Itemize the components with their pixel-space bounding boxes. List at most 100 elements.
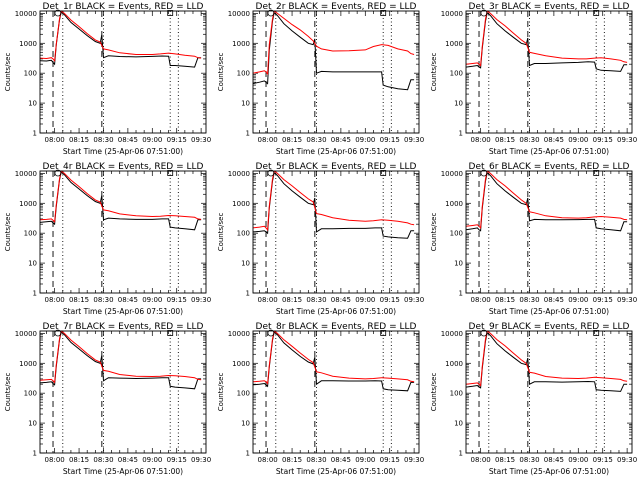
- y-tick-label: 10000: [15, 170, 37, 178]
- lld-series-line: [253, 331, 415, 385]
- y-tick-label: 1000: [232, 360, 250, 368]
- circle-marker: [480, 9, 488, 17]
- square-marker: [593, 330, 600, 336]
- x-tick-label: 08:15: [495, 296, 515, 304]
- x-tick-label: 09:00: [142, 456, 162, 464]
- y-tick-label: 1: [246, 290, 250, 298]
- series-group: [40, 331, 202, 390]
- square-marker: [380, 330, 387, 336]
- events-series-line: [466, 171, 628, 232]
- x-axis-label: Start Time (25-Apr-06 07:51:00): [489, 147, 609, 156]
- events-series-line: [40, 11, 202, 68]
- x-tick-label: 09:00: [142, 296, 162, 304]
- y-tick-label: 100: [450, 390, 463, 398]
- events-series-line: [40, 171, 202, 231]
- x-tick-label: 08:30: [306, 456, 326, 464]
- y-tick-label: 100: [24, 390, 37, 398]
- chart-title: Det_9r BLACK = Events, RED = LLD: [469, 322, 630, 332]
- y-tick-label: 1: [246, 130, 250, 138]
- chart-panel: Det_7r BLACK = Events, RED = LLD Counts/s…: [0, 320, 213, 480]
- x-tick-label: 09:15: [167, 296, 187, 304]
- chart-svg: Det_8r BLACK = Events, RED = LLD Counts/s…: [217, 322, 424, 476]
- y-axis-label: Counts/sec: [4, 373, 12, 412]
- x-tick-label: 08:45: [331, 136, 351, 144]
- chart-panel: Det_3r BLACK = Events, RED = LLD Counts/s…: [426, 0, 639, 160]
- lld-series-line: [466, 11, 628, 67]
- x-tick-label: 08:15: [69, 296, 89, 304]
- x-tick-label: 08:00: [45, 136, 65, 144]
- y-tick-label: 10: [454, 100, 463, 108]
- events-series-line: [40, 331, 202, 390]
- x-tick-label: 08:45: [544, 136, 564, 144]
- chart-title: Det_3r BLACK = Events, RED = LLD: [469, 2, 630, 12]
- square-marker: [380, 170, 387, 176]
- x-tick-label: 08:15: [69, 456, 89, 464]
- x-tick-label: 09:15: [593, 136, 613, 144]
- x-tick-label: 08:30: [306, 296, 326, 304]
- chart-svg: Det_4r BLACK = Events, RED = LLD Counts/s…: [4, 162, 211, 316]
- y-tick-label: 10000: [15, 330, 37, 338]
- square-marker: [167, 330, 174, 336]
- plot-frame: [39, 10, 207, 134]
- x-axis-label: Start Time (25-Apr-06 07:51:00): [63, 307, 183, 316]
- chart-svg: Det_6r BLACK = Events, RED = LLD Counts/s…: [430, 162, 637, 316]
- y-tick-label: 1: [33, 130, 37, 138]
- x-axis-label: Start Time (25-Apr-06 07:51:00): [489, 467, 609, 476]
- y-tick-label: 100: [237, 390, 250, 398]
- plot-frame: [465, 170, 633, 294]
- x-tick-label: 08:15: [495, 136, 515, 144]
- x-tick-label: 09:00: [355, 136, 375, 144]
- x-tick-label: 08:30: [93, 456, 113, 464]
- circle-marker: [480, 169, 488, 177]
- plot-frame: [39, 170, 207, 294]
- y-tick-label: 1: [459, 290, 463, 298]
- x-tick-label: 08:00: [258, 136, 278, 144]
- series-group: [466, 331, 628, 392]
- circle-marker: [54, 169, 62, 177]
- x-tick-label: 08:00: [45, 296, 65, 304]
- x-tick-label: 08:30: [519, 456, 539, 464]
- plot-frame: [252, 170, 420, 294]
- events-series-line: [466, 331, 628, 392]
- y-tick-label: 1: [33, 450, 37, 458]
- chart-panel: Det_9r BLACK = Events, RED = LLD Counts/s…: [426, 320, 639, 480]
- series-group: [466, 11, 628, 72]
- chart-title: Det_1r BLACK = Events, RED = LLD: [43, 2, 204, 12]
- circle-marker: [54, 329, 62, 337]
- chart-panel: Det_8r BLACK = Events, RED = LLD Counts/s…: [213, 320, 426, 480]
- x-tick-label: 08:30: [93, 136, 113, 144]
- x-tick-label: 08:15: [282, 456, 302, 464]
- x-tick-label: 09:30: [617, 136, 637, 144]
- x-tick-label: 08:00: [258, 296, 278, 304]
- x-tick-label: 08:45: [331, 456, 351, 464]
- circle-marker: [267, 329, 275, 337]
- y-tick-label: 10000: [441, 330, 463, 338]
- lld-series-line: [40, 11, 202, 63]
- y-axis-label: Counts/sec: [430, 373, 438, 412]
- square-marker: [167, 10, 174, 16]
- y-tick-label: 1000: [445, 360, 463, 368]
- square-marker: [593, 10, 600, 16]
- y-tick-label: 1000: [19, 40, 37, 48]
- x-axis-label: Start Time (25-Apr-06 07:51:00): [63, 147, 183, 156]
- y-tick-label: 100: [24, 230, 37, 238]
- y-tick-label: 10: [28, 260, 37, 268]
- y-tick-label: 10000: [441, 170, 463, 178]
- y-axis-label: Counts/sec: [217, 373, 225, 412]
- y-tick-label: 1: [246, 450, 250, 458]
- y-tick-label: 1000: [445, 200, 463, 208]
- circle-marker: [267, 169, 275, 177]
- y-tick-label: 10: [454, 260, 463, 268]
- x-tick-label: 09:00: [355, 456, 375, 464]
- chart-svg: Det_2r BLACK = Events, RED = LLD Counts/s…: [217, 2, 424, 156]
- lld-series-line: [40, 331, 202, 384]
- x-tick-label: 08:00: [45, 456, 65, 464]
- square-marker: [167, 170, 174, 176]
- x-tick-label: 08:30: [93, 296, 113, 304]
- y-tick-label: 10: [28, 100, 37, 108]
- lld-series-line: [40, 171, 202, 223]
- x-tick-label: 08:30: [519, 136, 539, 144]
- x-tick-label: 08:00: [471, 296, 491, 304]
- chart-title: Det_2r BLACK = Events, RED = LLD: [256, 2, 417, 12]
- x-axis-label: Start Time (25-Apr-06 07:51:00): [489, 307, 609, 316]
